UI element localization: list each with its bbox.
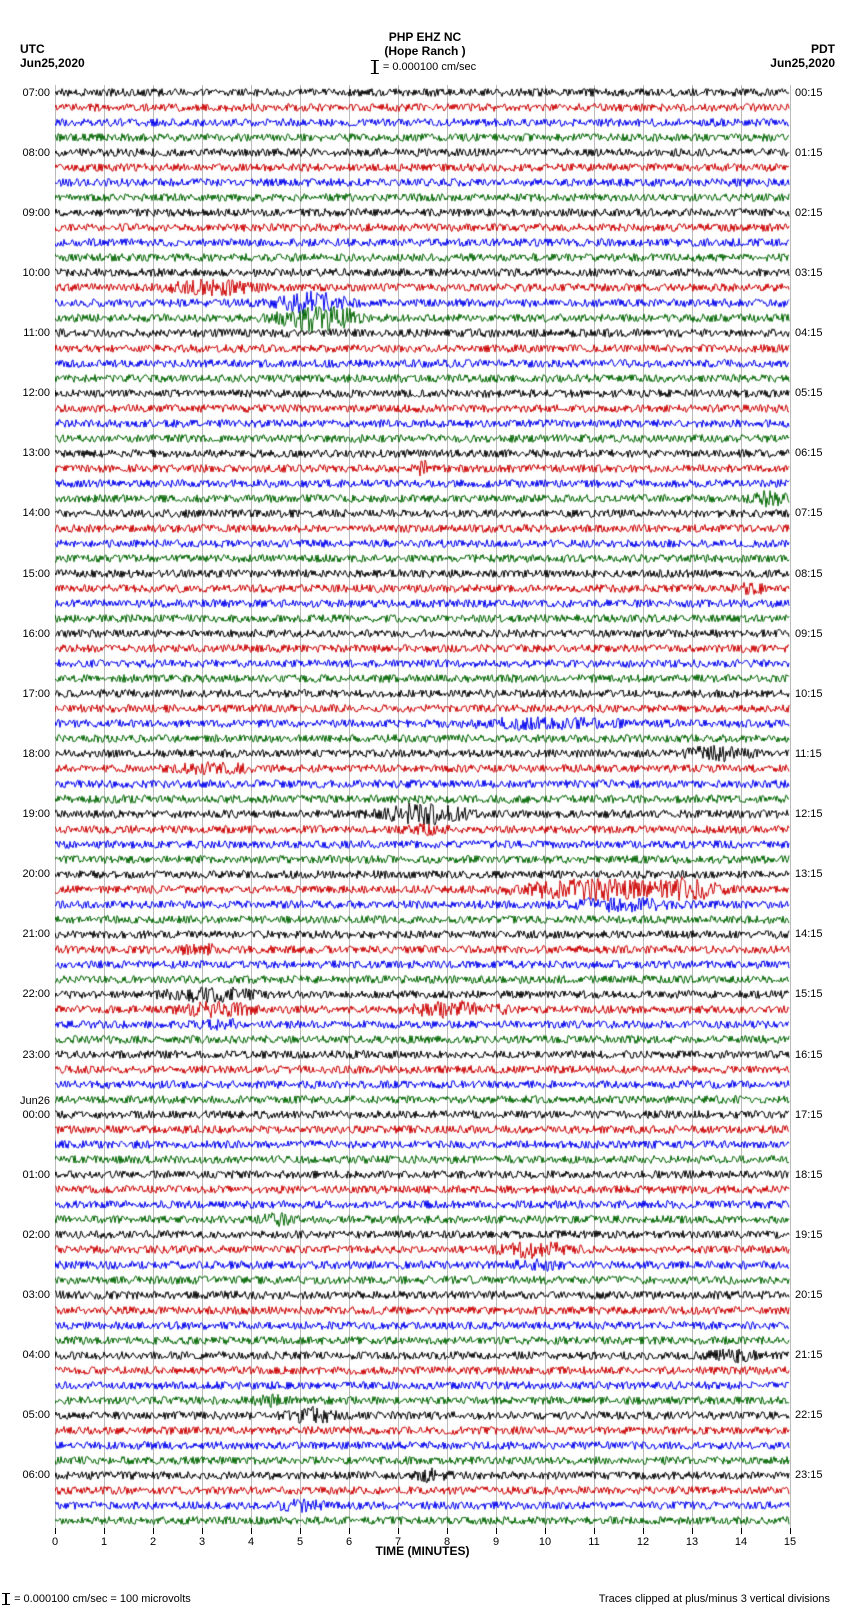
utc-time-label: 22:00 [5, 988, 50, 1000]
pdt-time-label: 21:15 [795, 1349, 840, 1361]
pdt-time-label: 01:15 [795, 147, 840, 159]
x-tick-label: 8 [444, 1536, 450, 1548]
x-tick-label: 3 [199, 1536, 205, 1548]
utc-date-label: Jun26 [5, 1095, 50, 1107]
x-tick [741, 1528, 742, 1534]
x-tick [251, 1528, 252, 1534]
timezone-left: UTC [20, 42, 45, 56]
x-tick-label: 11 [588, 1536, 599, 1548]
pdt-time-label: 08:15 [795, 568, 840, 580]
footer-clip-note: Traces clipped at plus/minus 3 vertical … [599, 1593, 830, 1605]
utc-time-label: 00:00 [5, 1109, 50, 1121]
x-axis: TIME (MINUTES) 0123456789101112131415 [55, 1528, 790, 1558]
x-tick [398, 1528, 399, 1534]
utc-time-label: 16:00 [5, 628, 50, 640]
utc-time-label: 12:00 [5, 387, 50, 399]
footer-left-text: = 0.000100 cm/sec = 100 microvolts [14, 1593, 191, 1605]
pdt-time-label: 22:15 [795, 1409, 840, 1421]
x-tick [300, 1528, 301, 1534]
x-tick [55, 1528, 56, 1534]
utc-time-label: 17:00 [5, 688, 50, 700]
utc-time-label: 21:00 [5, 928, 50, 940]
utc-time-label: 01:00 [5, 1169, 50, 1181]
utc-time-label: 14:00 [5, 507, 50, 519]
pdt-time-label: 11:15 [795, 748, 840, 760]
x-tick-label: 1 [101, 1536, 107, 1548]
utc-time-label: 20:00 [5, 868, 50, 880]
x-tick-label: 13 [686, 1536, 698, 1548]
x-tick [692, 1528, 693, 1534]
utc-time-label: 06:00 [5, 1469, 50, 1481]
x-tick [104, 1528, 105, 1534]
utc-time-label: 13:00 [5, 447, 50, 459]
utc-time-label: 15:00 [5, 568, 50, 580]
timezone-right: PDT [811, 42, 835, 56]
x-tick [349, 1528, 350, 1534]
utc-time-label: 03:00 [5, 1289, 50, 1301]
date-left: Jun25,2020 [20, 56, 85, 70]
trace-row [55, 1513, 790, 1528]
pdt-time-label: 17:15 [795, 1109, 840, 1121]
date-right: Jun25,2020 [770, 56, 835, 70]
pdt-time-label: 02:15 [795, 207, 840, 219]
pdt-time-label: 12:15 [795, 808, 840, 820]
x-tick-label: 2 [150, 1536, 156, 1548]
x-tick-label: 14 [735, 1536, 747, 1548]
x-tick [545, 1528, 546, 1534]
helicorder-plot: 07:0000:1508:0001:1509:0002:1510:0003:15… [55, 85, 790, 1528]
x-tick-label: 12 [637, 1536, 649, 1548]
x-tick-label: 5 [297, 1536, 303, 1548]
pdt-time-label: 06:15 [795, 447, 840, 459]
pdt-time-label: 23:15 [795, 1469, 840, 1481]
x-tick-label: 9 [493, 1536, 499, 1548]
pdt-time-label: 07:15 [795, 507, 840, 519]
utc-time-label: 02:00 [5, 1229, 50, 1241]
utc-time-label: 11:00 [5, 327, 50, 339]
x-axis-title: TIME (MINUTES) [376, 1544, 470, 1558]
footer-scale: = 0.000100 cm/sec = 100 microvolts [5, 1593, 191, 1605]
x-tick [643, 1528, 644, 1534]
pdt-time-label: 19:15 [795, 1229, 840, 1241]
pdt-time-label: 16:15 [795, 1049, 840, 1061]
utc-time-label: 23:00 [5, 1049, 50, 1061]
x-tick [153, 1528, 154, 1534]
x-tick-label: 10 [539, 1536, 551, 1548]
station-location: (Hope Ranch ) [0, 44, 850, 58]
minute-gridline [790, 85, 791, 1528]
utc-time-label: 07:00 [5, 87, 50, 99]
utc-time-label: 05:00 [5, 1409, 50, 1421]
station-title: PHP EHZ NC [0, 30, 850, 44]
pdt-time-label: 14:15 [795, 928, 840, 940]
x-tick-label: 15 [784, 1536, 796, 1548]
x-tick [447, 1528, 448, 1534]
scale-bar-icon [5, 1593, 7, 1605]
pdt-time-label: 15:15 [795, 988, 840, 1000]
pdt-time-label: 13:15 [795, 868, 840, 880]
pdt-time-label: 09:15 [795, 628, 840, 640]
utc-time-label: 18:00 [5, 748, 50, 760]
pdt-time-label: 00:15 [795, 87, 840, 99]
x-tick-label: 7 [395, 1536, 401, 1548]
x-tick-label: 4 [248, 1536, 254, 1548]
pdt-time-label: 04:15 [795, 327, 840, 339]
utc-time-label: 09:00 [5, 207, 50, 219]
pdt-time-label: 10:15 [795, 688, 840, 700]
utc-time-label: 04:00 [5, 1349, 50, 1361]
utc-time-label: 19:00 [5, 808, 50, 820]
pdt-time-label: 20:15 [795, 1289, 840, 1301]
x-tick [202, 1528, 203, 1534]
x-tick [790, 1528, 791, 1534]
utc-time-label: 10:00 [5, 267, 50, 279]
pdt-time-label: 03:15 [795, 267, 840, 279]
x-tick-label: 0 [52, 1536, 58, 1548]
x-tick-label: 6 [346, 1536, 352, 1548]
pdt-time-label: 05:15 [795, 387, 840, 399]
x-tick [594, 1528, 595, 1534]
utc-time-label: 08:00 [5, 147, 50, 159]
x-tick [496, 1528, 497, 1534]
pdt-time-label: 18:15 [795, 1169, 840, 1181]
